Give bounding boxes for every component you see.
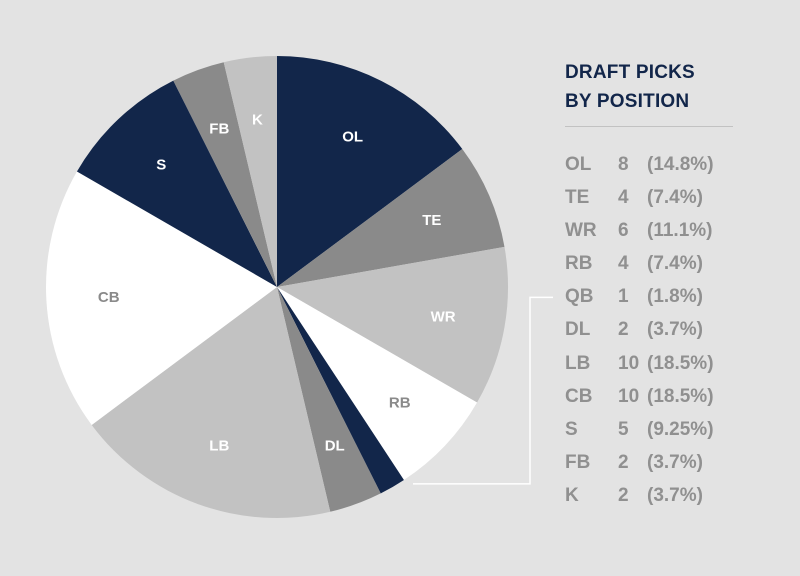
- legend-count: 2: [618, 319, 629, 341]
- legend-count: 4: [618, 187, 629, 209]
- slice-k: [223, 56, 277, 287]
- legend-count: 2: [618, 451, 629, 473]
- slice-s: [76, 80, 277, 287]
- qb-callout-line: [413, 296, 553, 485]
- slice-wr: [277, 246, 508, 403]
- slice-label-wr: WR: [431, 308, 456, 325]
- legend-percent: (7.4%): [647, 253, 703, 275]
- legend-position: RB: [565, 253, 593, 275]
- slice-qb: [277, 287, 404, 494]
- legend-divider: [565, 126, 733, 127]
- legend-position: TE: [565, 187, 590, 209]
- legend-percent: (9.25%): [647, 418, 714, 440]
- legend-position: OL: [565, 154, 592, 175]
- legend-percent: (18.5%): [647, 352, 714, 374]
- slice-label-k: K: [252, 112, 263, 129]
- legend-percent: (1.8%): [647, 286, 703, 308]
- slice-dl: [277, 287, 381, 512]
- chart-title: DRAFT PICKS BY POSITION: [565, 58, 695, 116]
- legend-count: 6: [618, 220, 629, 242]
- slice-label-ol: OL: [342, 128, 363, 145]
- slice-label-rb: RB: [389, 395, 411, 412]
- legend-position: K: [565, 484, 579, 506]
- slice-label-lb: LB: [209, 438, 229, 455]
- slice-label-te: TE: [422, 212, 441, 229]
- legend-position: FB: [565, 451, 591, 473]
- chart-title-line-1: DRAFT PICKS: [565, 62, 695, 83]
- pie-labels: OL TE WR RB DL LB CB S FB K: [98, 112, 456, 455]
- legend-position: S: [565, 418, 578, 440]
- legend-count: 2: [618, 484, 629, 506]
- pie-slices: [46, 56, 508, 518]
- legend-percent: (7.4%): [647, 187, 703, 209]
- legend-position: WR: [565, 220, 597, 242]
- legend-count: 5: [618, 418, 629, 440]
- legend-count: 10: [618, 385, 640, 407]
- legend-percent: (18.5%): [647, 385, 714, 407]
- legend-count: 10: [618, 352, 640, 374]
- legend-position: CB: [565, 385, 593, 407]
- chart-title-line-2: BY POSITION: [565, 91, 690, 112]
- legend-percent: (14.8%): [647, 154, 714, 175]
- legend-position: LB: [565, 352, 591, 374]
- legend-count: 4: [618, 253, 629, 275]
- slice-ol: [277, 56, 463, 287]
- legend-percent: (3.7%): [647, 319, 703, 341]
- legend-percent: (3.7%): [647, 484, 703, 506]
- legend-position: DL: [565, 319, 591, 341]
- slice-rb: [277, 287, 478, 480]
- slice-fb: [173, 62, 277, 288]
- legend-percent: (3.7%): [647, 451, 703, 473]
- legend-percent: (11.1%): [647, 220, 713, 242]
- slice-label-s: S: [156, 156, 166, 173]
- slice-lb: [91, 287, 331, 518]
- slice-label-cb: CB: [98, 289, 120, 306]
- legend-count: 1: [618, 286, 629, 308]
- slice-cb: [46, 171, 277, 425]
- slice-te: [277, 149, 505, 287]
- legend-count: 8: [618, 154, 629, 175]
- slice-label-dl: DL: [325, 438, 345, 455]
- slice-label-fb: FB: [209, 121, 229, 138]
- legend-position: QB: [565, 286, 594, 308]
